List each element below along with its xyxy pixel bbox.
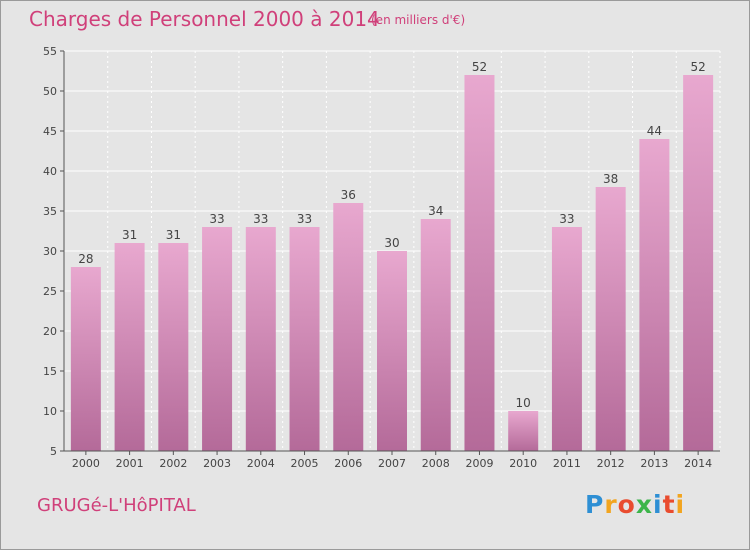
y-tick-label: 45 bbox=[43, 125, 57, 138]
brand-letter: P bbox=[585, 490, 605, 519]
bar bbox=[289, 227, 320, 451]
bar bbox=[202, 227, 233, 451]
x-tick-label: 2008 bbox=[422, 457, 450, 470]
y-tick-label: 55 bbox=[43, 45, 57, 58]
brand-letter: x bbox=[635, 490, 653, 519]
chart-subtitle: (en milliers d'€) bbox=[371, 13, 466, 27]
data-label: 33 bbox=[559, 212, 574, 226]
data-label: 44 bbox=[647, 124, 662, 138]
proxiti-logo: Proxiti bbox=[585, 490, 685, 519]
data-label: 38 bbox=[603, 172, 618, 186]
y-tick-label: 35 bbox=[43, 205, 57, 218]
chart-title: Charges de Personnel 2000 à 2014 bbox=[29, 7, 380, 31]
data-label: 31 bbox=[166, 228, 181, 242]
y-tick-label: 15 bbox=[43, 365, 57, 378]
brand-letter: i bbox=[675, 490, 686, 519]
y-tick-label: 30 bbox=[43, 245, 57, 258]
y-tick-label: 10 bbox=[43, 405, 57, 418]
bar bbox=[420, 219, 451, 451]
bar bbox=[639, 139, 670, 451]
data-label: 36 bbox=[341, 188, 356, 202]
y-tick-label: 25 bbox=[43, 285, 57, 298]
bar bbox=[464, 75, 495, 451]
data-label: 33 bbox=[297, 212, 312, 226]
bar bbox=[158, 243, 189, 451]
bar-chart: 5 10 15 20 25 30 35 40 45 50 55 28 2000 31 2001 31 2002 3… bbox=[43, 45, 721, 470]
data-label: 52 bbox=[690, 60, 705, 74]
bar bbox=[683, 75, 714, 451]
bar bbox=[70, 267, 101, 451]
x-tick-label: 2005 bbox=[291, 457, 319, 470]
x-tick-label: 2009 bbox=[465, 457, 493, 470]
data-label: 52 bbox=[472, 60, 487, 74]
brand-letter: r bbox=[604, 490, 618, 519]
bar bbox=[114, 243, 145, 451]
data-label: 31 bbox=[122, 228, 137, 242]
x-tick-label: 2010 bbox=[509, 457, 537, 470]
y-tick-label: 50 bbox=[43, 85, 57, 98]
x-tick-label: 2002 bbox=[159, 457, 187, 470]
y-tick-label: 40 bbox=[43, 165, 57, 178]
x-tick-label: 2001 bbox=[116, 457, 144, 470]
commune-name: GRUGé-L'HôPITAL bbox=[37, 495, 196, 516]
data-label: 28 bbox=[78, 252, 93, 266]
labels: 5 10 15 20 25 30 35 40 45 50 55 28 2000 31 2001 31 2002 3… bbox=[43, 45, 712, 470]
brand-letter: i bbox=[653, 490, 663, 519]
bar bbox=[333, 203, 364, 451]
data-label: 33 bbox=[253, 212, 268, 226]
x-tick-label: 2003 bbox=[203, 457, 231, 470]
bar bbox=[508, 411, 539, 451]
x-tick-label: 2013 bbox=[640, 457, 668, 470]
bar bbox=[595, 187, 626, 451]
x-tick-label: 2011 bbox=[553, 457, 581, 470]
x-tick-label: 2014 bbox=[684, 457, 712, 470]
data-label: 33 bbox=[209, 212, 224, 226]
x-tick-label: 2012 bbox=[597, 457, 625, 470]
x-tick-label: 2007 bbox=[378, 457, 406, 470]
data-label: 30 bbox=[384, 236, 399, 250]
bar bbox=[377, 251, 407, 451]
data-label: 10 bbox=[516, 396, 531, 410]
brand-letter: t bbox=[662, 490, 676, 519]
data-label: 34 bbox=[428, 204, 443, 218]
y-tick-label: 20 bbox=[43, 325, 57, 338]
x-tick-label: 2004 bbox=[247, 457, 275, 470]
bars bbox=[70, 75, 714, 451]
bar bbox=[551, 227, 582, 451]
y-tick-label: 5 bbox=[50, 445, 57, 458]
x-tick-label: 2006 bbox=[334, 457, 362, 470]
x-tick-label: 2000 bbox=[72, 457, 100, 470]
axes bbox=[60, 50, 720, 455]
brand-letter: o bbox=[617, 490, 636, 519]
bar bbox=[245, 227, 276, 451]
